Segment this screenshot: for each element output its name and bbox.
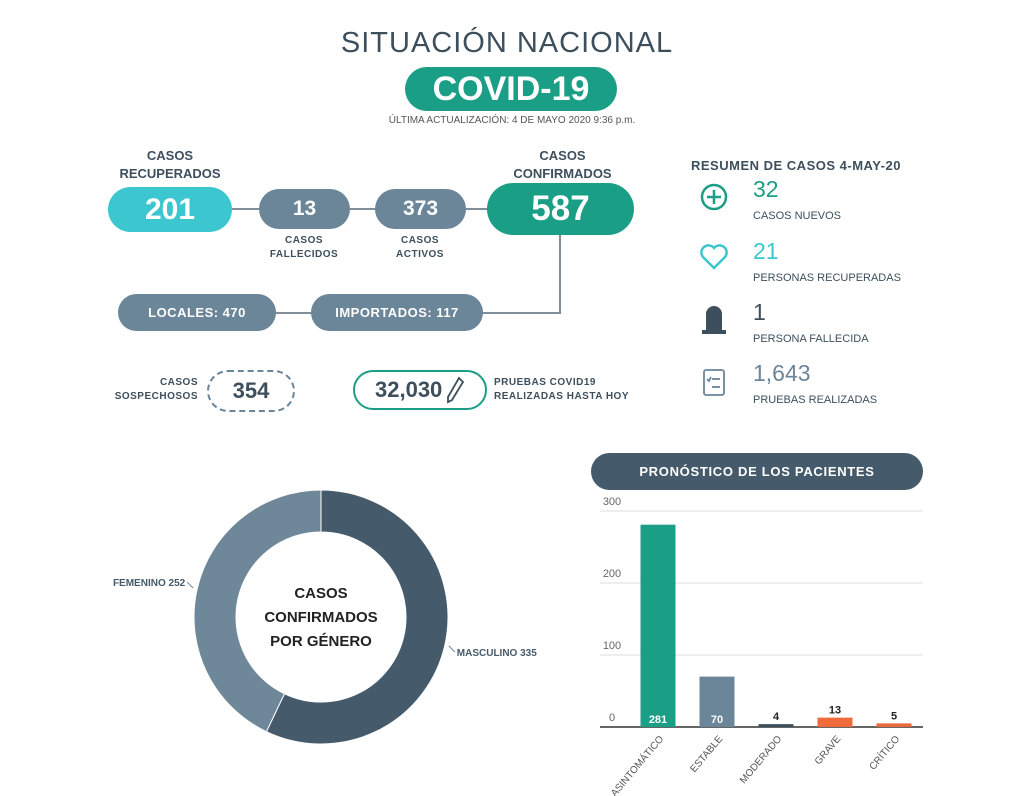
x-tick-label: ASINTOMÁTICO [608,732,667,796]
value-label: 13 [829,705,841,717]
tests-value: 32,030 [375,377,443,402]
label: CASOS ACTIVOS [396,235,444,260]
pie-title: CASOS CONFIRMADOS POR GÉNERO [264,585,378,650]
badge: COVID-19 [405,67,617,111]
x-tick-label: MODERADO [738,734,784,786]
leader-line [186,581,194,589]
bar [758,724,794,727]
summary-label: CASOS NUEVOS [753,210,842,222]
icon-heart [700,244,728,270]
icon-plus [700,183,728,211]
summary-value: 21 [753,238,779,264]
icon-clipboard [703,369,725,396]
icon-grave [702,306,726,334]
value-label: 70 [711,714,723,726]
updated: ÚLTIMA ACTUALIZACIÓN: 4 DE MAYO 2020 9:3… [388,115,636,126]
bar [699,676,735,727]
recovered: 201 [108,187,232,232]
suspected: 354 [207,370,295,412]
value-label: 5 [891,710,897,722]
label: CASOS CONFIRMADOS [513,148,612,181]
imported: IMPORTADOS: 117 [311,294,483,331]
local: LOCALES: 470 [118,294,276,331]
active: 373 [375,189,466,229]
x-tick-label: ESTABLE [688,734,725,775]
summary-title: RESUMEN DE CASOS 4-MAY-20 [691,158,901,173]
value-label: 4 [773,711,780,723]
summary-value: 1 [753,299,766,325]
pie-slice [265,489,449,745]
label: PRUEBAS COVID19 REALIZADAS HASTA HOY [494,377,629,402]
summary-value: 1,643 [753,360,811,386]
deaths: 13 [259,189,350,229]
title: SITUACIÓN NACIONAL [340,27,674,59]
summary-label: PRUEBAS REALIZADAS [753,394,878,406]
summary-label: PERSONA FALLECIDA [753,333,869,345]
pie-slice [193,489,322,733]
label: CASOS SOSPECHOSOS [114,377,198,402]
pie-category: FEMENINO [113,578,166,589]
y-tick-label: 200 [603,568,621,580]
pie-label: MASCULINO 335 [457,648,537,659]
x-tick-label: CRÍTICO [866,732,903,772]
bar [640,524,676,727]
y-tick-label: 0 [609,712,615,724]
pie-value: 335 [520,648,537,659]
tests: 32,030 [353,370,487,410]
connector [483,235,561,314]
y-tick-label: 100 [603,640,621,652]
label: CASOS FALLECIDOS [269,235,339,260]
summary-label: PERSONAS RECUPERADAS [753,272,901,284]
bar [817,717,853,727]
label: CASOS RECUPERADOS [119,148,221,181]
bar [876,723,912,727]
x-tick-label: GRAVE [813,734,844,768]
icon-pencil [447,376,465,404]
pie-value: 252 [169,578,186,589]
bar-title: PRONÓSTICO DE LOS PACIENTES [591,453,923,490]
y-tick-label: 300 [603,496,621,508]
leader-line [448,645,456,653]
summary-value: 32 [753,176,779,202]
confirmed: 587 [487,183,634,235]
pie-label: FEMENINO 252 [113,578,186,589]
pie-category: MASCULINO [457,648,518,659]
value-label: 281 [649,714,667,726]
